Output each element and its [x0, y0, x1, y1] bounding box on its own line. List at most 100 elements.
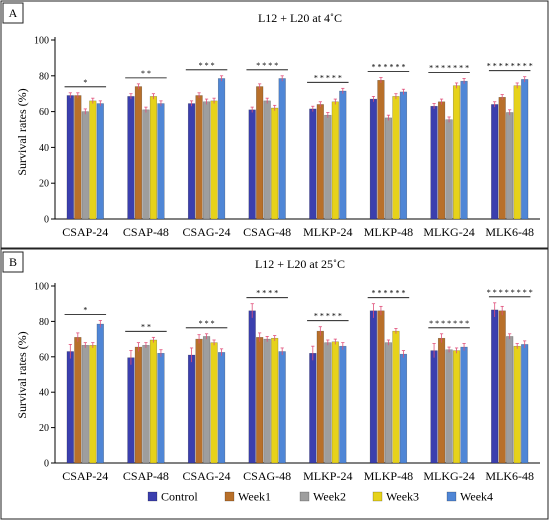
- panel-a-bar: [149, 96, 158, 220]
- panel-a-bar: [74, 95, 82, 220]
- panel-b-bar: [263, 338, 271, 464]
- panel-a-bar: [142, 109, 150, 220]
- panel-b-frame: [0, 248, 549, 520]
- panel-a-bar: [309, 108, 317, 220]
- panel-b-significance-marker: * * * *: [256, 289, 278, 298]
- panel-a-significance-marker: * * * * *: [314, 73, 342, 82]
- panel-b-bar: [89, 345, 97, 464]
- panel-b-bar: [195, 338, 203, 464]
- panel-a-category-label: CSAG-24: [183, 225, 231, 239]
- panel-b-bar: [187, 354, 196, 464]
- panel-b-significance-marker: * * * * * *: [371, 289, 405, 298]
- panel-a-bar: [316, 104, 324, 220]
- panel-a-bar: [195, 95, 203, 220]
- panel-b-letter-box: [2, 251, 24, 273]
- panel-b-significance-marker: * * * * * * *: [429, 319, 469, 328]
- panel-b-bar: [521, 344, 529, 464]
- panel-a-significance-marker: * *: [141, 69, 151, 78]
- legend-swatch-week3: [372, 491, 383, 502]
- panel-b-bar: [384, 342, 393, 464]
- panel-b-bar: [331, 341, 339, 464]
- panel-a-bar: [96, 103, 104, 220]
- panel-b-bar: [324, 342, 332, 464]
- panel-b-bar: [127, 357, 135, 464]
- panel-b-y-tick-label: 100: [34, 282, 49, 293]
- panel-a-title: L12 + L20 at 4˚C: [258, 11, 342, 25]
- panel-a-bar: [127, 96, 135, 220]
- legend-label-control: Control: [161, 490, 198, 504]
- panel-b-significance-marker: *: [83, 306, 87, 315]
- panel-a-bar: [210, 100, 218, 220]
- panel-b-category-label: MLKG-24: [423, 469, 474, 483]
- panel-b-bar: [452, 350, 461, 464]
- panel-a-bar: [331, 101, 339, 220]
- panel-b-category-label: MLK6-48: [485, 469, 534, 483]
- legend-label-week2: Week2: [313, 490, 346, 504]
- panel-b-category-label: MLKP-48: [364, 469, 413, 483]
- panel-b-y-tick-label: 40: [39, 388, 49, 399]
- panel-a-bar: [217, 78, 226, 220]
- panel-a-bar: [384, 117, 393, 220]
- panel-b-bar: [445, 349, 453, 464]
- legend-swatch-week1: [224, 491, 235, 502]
- panel-a-significance-marker: * * *: [199, 61, 215, 70]
- panel-b-bar: [66, 351, 74, 464]
- panel-b-significance-marker: * * * * *: [314, 312, 342, 321]
- panel-b-bar: [202, 336, 211, 464]
- panel-b-bar: [210, 342, 218, 464]
- panel-b-bar: [392, 330, 400, 464]
- panel-a-bar: [445, 119, 453, 220]
- legend-swatch-week2: [299, 491, 310, 502]
- panel-b-letter: B: [9, 255, 17, 269]
- panel-a-category-label: MLKP-24: [303, 225, 352, 239]
- panel-a-bar: [202, 101, 211, 220]
- panel-a-bar: [134, 86, 143, 220]
- panel-a-y-tick-label: 40: [39, 143, 49, 154]
- panel-a-bar: [399, 91, 408, 220]
- panel-b-significance-marker: * * *: [199, 319, 215, 328]
- panel-b-bar: [399, 353, 408, 464]
- panel-b-title: L12 + L20 at 25˚C: [255, 257, 345, 271]
- panel-b-bar: [309, 353, 317, 464]
- panel-a-y-tick-label: 60: [39, 107, 49, 118]
- panel-a-bar: [513, 85, 521, 220]
- panel-a-bar: [271, 107, 279, 220]
- panel-a-significance-marker: * * * * * * * *: [487, 62, 533, 71]
- panel-a-bar: [491, 104, 499, 220]
- panel-b-y-tick-label: 0: [44, 459, 49, 470]
- panel-a-y-tick-label: 0: [44, 215, 49, 226]
- panel-a-bar: [498, 97, 506, 220]
- legend-label-week3: Week3: [386, 490, 419, 504]
- panel-b-bar: [142, 345, 150, 464]
- panel-a-y-tick-label: 80: [39, 71, 49, 82]
- panel-b-significance-marker: * *: [141, 322, 151, 331]
- panel-a-bar: [392, 96, 400, 220]
- panel-a-bar: [81, 111, 89, 220]
- panel-a-bar: [187, 103, 196, 220]
- panel-b-bar: [149, 339, 158, 464]
- panel-a-y-axis-label: Survival rates (%): [15, 88, 29, 175]
- panel-b-plot-area: 0 20 40 60 80 100 * CSAP-24 * * CSAP-48 * * * CSAG-…: [34, 282, 540, 483]
- panel-a-bar: [460, 80, 468, 220]
- panel-a-bar: [452, 85, 461, 220]
- panel-a-plot-area: 0 20 40 60 80 100 * CSAP-24 * * CSAP-48 * * * CSAG-…: [34, 36, 540, 239]
- panel-b-bar: [430, 350, 438, 464]
- panel-b-significance-marker: * * * * * * * *: [487, 288, 533, 297]
- panel-b-category-label: MLKP-24: [303, 469, 352, 483]
- panel-b-y-tick-label: 20: [39, 423, 49, 434]
- panel-a-letter-box: [2, 2, 24, 24]
- panel-b-bar: [437, 337, 446, 464]
- panel-b-bar: [81, 345, 89, 464]
- panel-a-bar: [506, 112, 514, 220]
- panel-a-frame: [0, 0, 549, 249]
- panel-a-significance-marker: * * * * * *: [371, 63, 405, 72]
- panel-b-bar: [256, 337, 264, 464]
- panel-b-bar: [74, 337, 82, 464]
- legend-label-week1: Week1: [238, 490, 271, 504]
- panel-b-bar: [498, 310, 506, 464]
- panel-a-bar: [377, 80, 385, 220]
- legend-label-week4: Week4: [460, 490, 493, 504]
- legend: Control Week1 Week2 Week3 Week4: [147, 490, 493, 504]
- panel-a-bar: [66, 95, 74, 220]
